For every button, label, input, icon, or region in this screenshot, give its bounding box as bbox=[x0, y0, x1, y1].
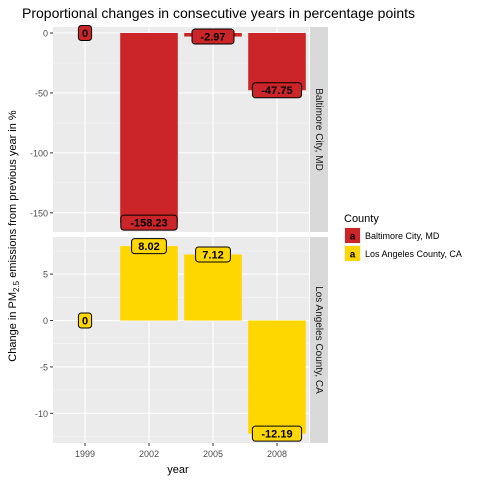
bar-los-angeles-county-ca-2005 bbox=[184, 254, 242, 321]
x-axis-title: year bbox=[167, 464, 189, 476]
data-label-baltimore-city-md-2002: -158.23 bbox=[130, 218, 167, 230]
data-label-box-los-angeles-county-ca-2005 bbox=[195, 246, 231, 263]
data-label-box-baltimore-city-md-2005 bbox=[191, 28, 235, 45]
legend-key-swatch-baltimore-city-md bbox=[345, 228, 360, 243]
legend-title: County bbox=[344, 213, 379, 225]
x-tick-label-2002: 2002 bbox=[139, 449, 159, 459]
data-label-los-angeles-county-ca-2008: -12.19 bbox=[261, 429, 292, 441]
y-tick-label-los-angeles-county-ca: -5 bbox=[40, 362, 48, 372]
data-label-los-angeles-county-ca-2002: 8.02 bbox=[138, 241, 159, 253]
x-tick-label-2005: 2005 bbox=[203, 449, 223, 459]
legend-label-baltimore-city-md: Baltimore City, MD bbox=[365, 231, 440, 241]
data-label-baltimore-city-md-1999: 0 bbox=[82, 28, 88, 40]
legend-key-letter-los-angeles-county-ca: a bbox=[350, 250, 356, 261]
data-label-box-los-angeles-county-ca-2002 bbox=[131, 238, 167, 255]
plot-layer: 0-158.23-2.97-47.750-50-100-150Baltimore… bbox=[30, 24, 328, 459]
legend: County a Baltimore City, MD a Los Angeles C… bbox=[344, 213, 462, 262]
bar-baltimore-city-md-2008 bbox=[248, 32, 306, 91]
legend-label-los-angeles-county-ca: Los Angeles County, CA bbox=[365, 249, 462, 259]
data-label-box-los-angeles-county-ca-1999 bbox=[77, 312, 93, 329]
y-axis-title-subscript: 2.5 bbox=[12, 280, 21, 292]
y-tick-label-baltimore-city-md: -50 bbox=[35, 88, 48, 98]
y-tick-label-baltimore-city-md: -150 bbox=[30, 208, 48, 218]
facet-strip-label-baltimore-city-md: Baltimore City, MD bbox=[313, 88, 324, 171]
y-tick-label-los-angeles-county-ca: 5 bbox=[43, 270, 48, 280]
y-tick-label-baltimore-city-md: -100 bbox=[30, 148, 48, 158]
facet-strip-los-angeles-county-ca bbox=[310, 237, 328, 443]
bar-los-angeles-county-ca-2008 bbox=[248, 320, 306, 434]
bar-baltimore-city-md-2002 bbox=[120, 32, 178, 223]
chart-title: Proportional changes in consecutive year… bbox=[22, 5, 415, 21]
facet-strip-baltimore-city-md bbox=[310, 27, 328, 232]
data-label-los-angeles-county-ca-2005: 7.12 bbox=[202, 249, 223, 261]
legend-key-swatch-los-angeles-county-ca bbox=[345, 246, 360, 261]
x-tick-label-2008: 2008 bbox=[267, 449, 287, 459]
data-label-box-baltimore-city-md-1999 bbox=[77, 24, 93, 41]
y-tick-label-los-angeles-county-ca: -10 bbox=[35, 409, 48, 419]
y-axis-title: Change in PM2.5 emissions from previous … bbox=[7, 110, 21, 362]
data-label-baltimore-city-md-2008: -47.75 bbox=[261, 85, 292, 97]
data-label-baltimore-city-md-2005: -2.97 bbox=[200, 32, 225, 44]
data-label-box-los-angeles-county-ca-2008 bbox=[251, 425, 303, 442]
y-axis-title-suffix: emissions from previous year in % bbox=[7, 110, 19, 281]
legend-key-letter-baltimore-city-md: a bbox=[350, 232, 356, 243]
x-tick-label-1999: 1999 bbox=[75, 449, 95, 459]
y-axis-title-prefix: Change in PM bbox=[7, 292, 19, 362]
data-label-box-baltimore-city-md-2002 bbox=[120, 214, 178, 231]
bar-los-angeles-county-ca-2002 bbox=[120, 246, 178, 321]
legend-items: a Baltimore City, MD a Los Angeles County, … bbox=[344, 227, 462, 262]
y-tick-label-baltimore-city-md: 0 bbox=[43, 28, 48, 38]
data-label-los-angeles-county-ca-1999: 0 bbox=[82, 316, 88, 328]
data-label-box-baltimore-city-md-2008 bbox=[251, 82, 303, 99]
y-tick-label-los-angeles-county-ca: 0 bbox=[43, 316, 48, 326]
facet-strip-label-los-angeles-county-ca: Los Angeles County, CA bbox=[313, 286, 324, 394]
